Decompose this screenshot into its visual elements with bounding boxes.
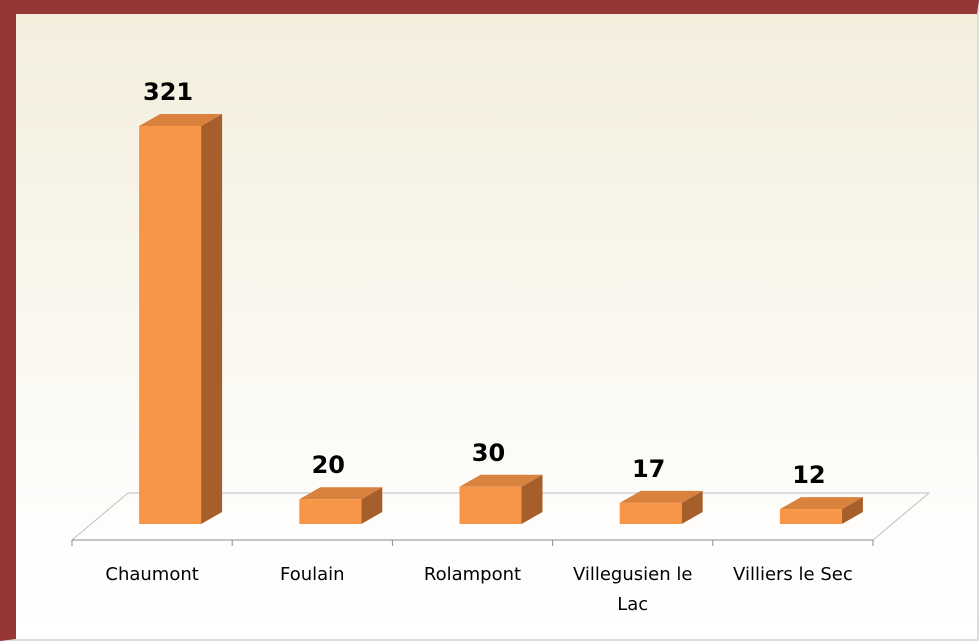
bar-top xyxy=(459,474,543,487)
value-label: 17 xyxy=(632,455,665,483)
bar-side xyxy=(361,487,383,524)
x-tick-label: Villegusien le Lac xyxy=(572,564,693,615)
x-tick-label: Rolampont xyxy=(423,564,522,585)
bar xyxy=(619,490,703,524)
value-label: 20 xyxy=(312,451,345,479)
bar xyxy=(779,497,863,524)
bar-top xyxy=(299,487,383,500)
x-tick-label: Villiers le Sec xyxy=(733,564,853,585)
bar-side xyxy=(521,474,543,524)
bar-front xyxy=(619,502,682,524)
bar-front xyxy=(139,126,202,524)
bar-front xyxy=(779,509,842,524)
value-label: 12 xyxy=(792,461,825,489)
bar-top xyxy=(779,497,863,510)
bar-side xyxy=(841,497,863,524)
x-tick-label: Foulain xyxy=(280,564,345,585)
value-label: 30 xyxy=(472,439,505,467)
bar-front xyxy=(459,486,522,524)
value-label: 321 xyxy=(143,78,193,106)
bar-top xyxy=(619,490,703,503)
bar-top xyxy=(139,114,223,126)
bar-side xyxy=(201,114,223,524)
bar xyxy=(299,487,383,524)
bar-front xyxy=(299,499,362,524)
x-tick-label: Chaumont xyxy=(105,564,199,585)
bar xyxy=(139,114,223,524)
bar xyxy=(459,474,543,524)
bar-side xyxy=(681,490,703,524)
